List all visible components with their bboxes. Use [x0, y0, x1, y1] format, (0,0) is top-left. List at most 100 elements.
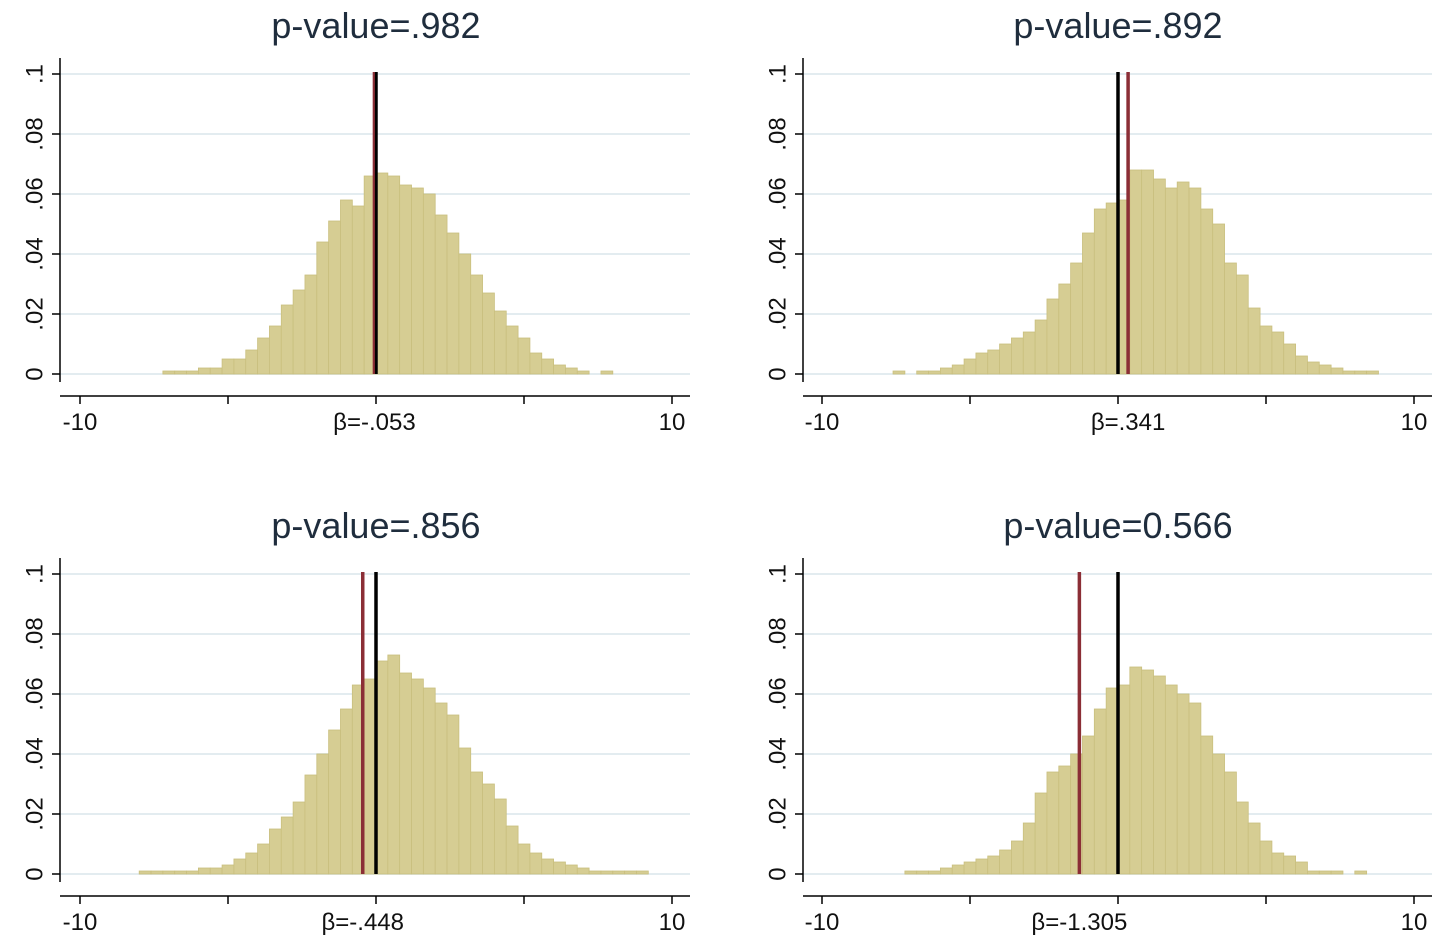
histogram-bar: [340, 708, 353, 875]
y-tick-label: .08: [764, 617, 791, 650]
x-tick-label: -10: [805, 409, 840, 436]
histogram-bar: [1330, 870, 1344, 875]
histogram-bar: [624, 870, 637, 875]
histogram-bar: [209, 867, 223, 875]
histogram-bar: [576, 867, 590, 875]
beta-label: β=-.053: [333, 409, 416, 436]
histogram-bar: [162, 370, 176, 375]
histogram-bar: [233, 858, 247, 875]
histogram-bar: [505, 825, 519, 875]
histogram-bar: [1022, 331, 1036, 375]
y-tick-label: .04: [21, 237, 48, 270]
beta-label: β=-.448: [321, 909, 404, 936]
histogram-bar: [387, 175, 401, 375]
y-tick-label: .1: [21, 64, 48, 84]
histogram-bar: [328, 729, 341, 875]
x-tick-label: -10: [63, 909, 98, 936]
histogram-bar: [1034, 792, 1048, 875]
histogram-bar: [470, 771, 483, 875]
histogram-bar: [399, 184, 412, 375]
y-tick-label: .06: [764, 177, 791, 210]
histogram-bar: [1011, 337, 1024, 375]
panel-title: p-value=.892: [1013, 5, 1222, 46]
histogram-bar: [446, 232, 460, 375]
histogram-bar: [493, 798, 507, 875]
histogram-bar: [940, 867, 953, 875]
histogram-bar: [1224, 262, 1237, 375]
histogram-bar: [1164, 684, 1178, 875]
histogram-bar: [292, 289, 306, 375]
histogram-bar: [928, 370, 941, 375]
histogram-bar: [1318, 364, 1332, 375]
histogram-bar: [517, 843, 531, 875]
histogram-bar: [221, 864, 235, 875]
y-tick-label: .1: [764, 64, 791, 84]
histogram-bar: [1129, 169, 1143, 375]
histogram-bar: [1082, 735, 1095, 875]
y-tick-label: .02: [21, 797, 48, 830]
histogram-bar: [1117, 684, 1131, 875]
histogram-bar: [588, 870, 602, 875]
histogram-bar: [245, 852, 258, 875]
histogram-bar: [434, 214, 448, 375]
histogram-bar: [1105, 687, 1119, 875]
y-tick-label: .04: [764, 237, 791, 270]
histogram-bar: [1236, 274, 1249, 375]
histogram-bar: [1200, 735, 1214, 875]
histogram-bar: [174, 370, 187, 375]
histogram-bar: [1141, 669, 1154, 875]
y-tick-label: 0: [764, 367, 791, 380]
beta-label: β=-1.305: [1031, 909, 1127, 936]
histogram-bar: [1366, 370, 1379, 375]
histogram-bar: [269, 325, 282, 375]
histogram-bar: [1212, 223, 1225, 375]
histogram-bar: [363, 678, 377, 875]
panel-title: p-value=.856: [271, 505, 480, 546]
histogram-bar: [1271, 852, 1285, 875]
histogram-bar: [1058, 283, 1072, 375]
histogram-bar: [221, 358, 235, 375]
panel-title: p-value=0.566: [1003, 505, 1232, 546]
histogram-bar: [1105, 202, 1119, 375]
histogram-bar: [150, 870, 164, 875]
histogram-bar: [600, 870, 614, 875]
histogram-bar: [1188, 187, 1202, 375]
histogram-bar: [186, 870, 199, 875]
histogram-bar: [1259, 840, 1273, 875]
y-tick-label: .08: [764, 117, 791, 150]
histogram-bar: [411, 678, 424, 875]
histogram-bar: [975, 352, 989, 375]
histogram-bar: [1295, 355, 1308, 375]
histogram-bar: [434, 702, 448, 875]
histogram-bar: [576, 370, 590, 375]
histogram-bar: [565, 367, 578, 375]
histogram-bar: [999, 849, 1012, 875]
histogram-panel-3: p-value=.856 0 .02 .04 .06 .08 .1 -10 10 β=-.448: [21, 505, 690, 936]
histogram-bar: [999, 343, 1012, 375]
histogram-bar: [493, 310, 507, 375]
histogram-bar: [529, 352, 543, 375]
histogram-bar: [197, 867, 211, 875]
histogram-bar: [422, 687, 436, 875]
histogram-bar: [292, 801, 306, 875]
x-tick-label: -10: [63, 409, 98, 436]
x-tick-label: -10: [805, 909, 840, 936]
histogram-panel-2: p-value=.892 0 .02 .04 .06 .08 .1 -10 10 β=.341: [764, 5, 1432, 436]
y-tick-label: .02: [764, 797, 791, 830]
histogram-bar: [963, 358, 977, 375]
histogram-bar: [636, 870, 649, 875]
histogram-bar: [1307, 361, 1320, 375]
histogram-bar: [928, 870, 941, 875]
histogram-bar: [422, 193, 436, 375]
histogram-bar: [1342, 370, 1356, 375]
histogram-bar: [1236, 801, 1249, 875]
histogram-bar: [304, 274, 318, 375]
histogram-bar: [1295, 861, 1308, 875]
histogram-bar: [162, 870, 176, 875]
histogram-bar: [612, 870, 626, 875]
histogram-bar: [1330, 367, 1344, 375]
histogram-bar: [1224, 771, 1237, 875]
histogram-bar: [446, 714, 460, 875]
